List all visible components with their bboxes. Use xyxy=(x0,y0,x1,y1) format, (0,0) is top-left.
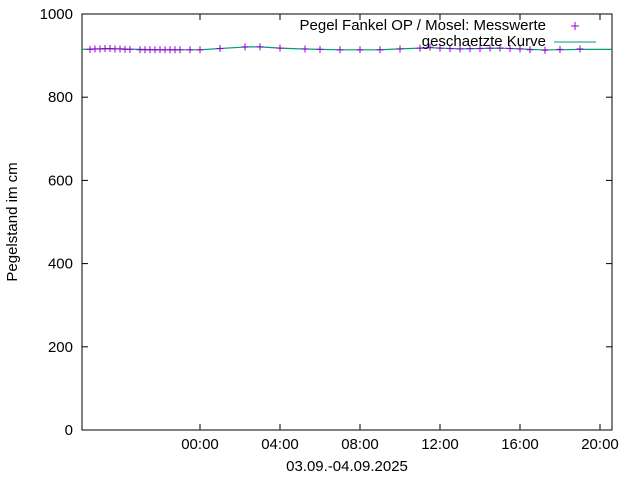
measurement-point xyxy=(541,46,549,54)
y-tick-label: 0 xyxy=(65,422,73,439)
measurement-point xyxy=(496,44,504,52)
measurement-point xyxy=(486,44,494,52)
measurement-point xyxy=(426,43,434,51)
measurement-point xyxy=(356,46,364,54)
x-tick-label: 00:00 xyxy=(181,436,219,453)
measurement-point xyxy=(476,45,484,53)
y-axis-ticks: 0 200 400 600 800 1000 xyxy=(40,6,612,439)
y-tick-label: 800 xyxy=(48,89,73,106)
measurement-point xyxy=(516,45,524,53)
measurement-series xyxy=(86,43,584,54)
measurement-point xyxy=(336,46,344,54)
measurement-point xyxy=(196,46,204,54)
measurement-point xyxy=(376,46,384,54)
measurement-point xyxy=(241,43,249,51)
measurement-point xyxy=(416,44,424,52)
y-tick-label: 400 xyxy=(48,256,73,273)
y-tick-label: 200 xyxy=(48,339,73,356)
measurement-point xyxy=(396,45,404,53)
x-tick-label: 16:00 xyxy=(501,436,539,453)
measurement-point xyxy=(126,45,134,53)
x-tick-label: 04:00 xyxy=(261,436,299,453)
measurement-point xyxy=(186,46,194,54)
measurement-point xyxy=(556,45,564,53)
measurement-point xyxy=(446,45,454,53)
x-axis-title: 03.09.-04.09.2025 xyxy=(286,458,408,475)
x-axis-ticks: 00:00 04:00 08:00 12:00 16:00 20:00 xyxy=(181,14,619,453)
measurement-point xyxy=(176,46,184,54)
measurement-point xyxy=(256,43,264,51)
y-tick-label: 1000 xyxy=(40,6,73,23)
measurement-point xyxy=(216,45,224,53)
legend-label-curve: geschaetzte Kurve xyxy=(422,33,546,50)
measurement-point xyxy=(276,44,284,52)
measurement-point xyxy=(456,45,464,53)
measurement-point xyxy=(466,45,474,53)
measurement-point xyxy=(436,44,444,52)
measurement-point xyxy=(576,45,584,53)
legend: Pegel Fankel OP / Mosel: Messwerte gesch… xyxy=(300,17,596,50)
legend-label-measurements: Pegel Fankel OP / Mosel: Messwerte xyxy=(300,17,547,34)
legend-marker-measurements xyxy=(571,22,579,30)
y-axis-title: Pegelstand im cm xyxy=(4,162,21,281)
measurement-point xyxy=(526,46,534,54)
x-tick-label: 12:00 xyxy=(421,436,459,453)
plot-frame xyxy=(81,13,613,431)
y-tick-label: 600 xyxy=(48,172,73,189)
measurement-point xyxy=(301,45,309,53)
x-tick-label: 08:00 xyxy=(341,436,379,453)
measurement-point xyxy=(316,45,324,53)
measurement-point xyxy=(506,45,514,53)
x-tick-label: 20:00 xyxy=(581,436,619,453)
